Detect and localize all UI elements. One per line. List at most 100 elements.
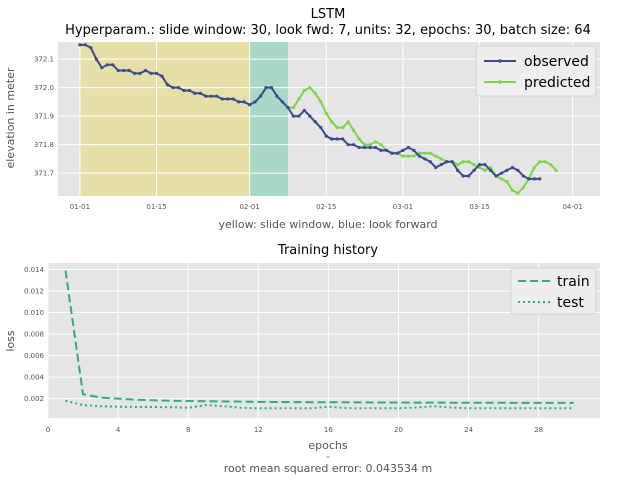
chart1-plot: 01-01 01-15 02-01 02-15 03-01 03-15 04-01 371.7… [34, 42, 600, 211]
chart1-point-observed [357, 145, 361, 150]
chart1-subtitle: Hyperparam.: slide window: 30, look fwd:… [65, 23, 591, 38]
chart2-title: Training history [277, 243, 378, 258]
chart1-point-observed [127, 68, 131, 73]
chart1-point-observed [516, 168, 520, 172]
chart1-point-observed [450, 160, 454, 164]
chart1-point-observed [527, 177, 531, 181]
chart2-ytick-label: 0.008 [24, 331, 44, 339]
chart2-ytick-label: 0.014 [24, 266, 45, 274]
chart1-point-predicted [319, 100, 323, 104]
chart1-point-observed [434, 165, 438, 170]
chart1-point-predicted [549, 163, 553, 167]
chart2-xtick-label: 0 [46, 426, 50, 434]
chart1-point-predicted [335, 125, 339, 130]
chart1-point-observed [248, 103, 252, 107]
chart1-point-observed [302, 108, 306, 113]
chart1-point-observed [406, 145, 410, 150]
chart1-point-observed [428, 160, 432, 164]
chart1-xtick-label: 03-01 [393, 203, 413, 211]
chart1-point-observed [149, 71, 153, 75]
chart1-ytick-label: 372.0 [34, 84, 54, 92]
chart1-point-observed [89, 46, 93, 50]
chart1-point-observed [461, 174, 465, 178]
chart1-point-observed [105, 63, 109, 67]
chart2-ylabel: loss [4, 330, 17, 352]
chart1-point-predicted [341, 125, 345, 130]
chart1-point-observed [176, 86, 181, 90]
chart1-point-observed [319, 125, 323, 130]
chart1-point-observed [417, 154, 421, 158]
chart1-point-observed [472, 168, 476, 172]
chart1-point-predicted [308, 86, 312, 90]
chart1-point-predicted [467, 160, 471, 164]
chart2-ytick-label: 0.004 [24, 374, 45, 382]
chart1-point-observed [384, 148, 389, 152]
chart1-point-predicted [368, 143, 372, 147]
chart1-point-predicted [428, 151, 432, 155]
chart1-point-predicted [543, 160, 547, 164]
chart1-point-observed [352, 143, 356, 147]
chart2-footer-rmse: root mean squared error: 0.043534 m [224, 462, 433, 475]
chart2-xlabel: epochs [308, 439, 347, 452]
chart1-point-observed [143, 68, 148, 73]
chart1-point-predicted [456, 163, 460, 167]
chart1-point-observed [510, 165, 515, 170]
chart1-point-observed [313, 120, 317, 124]
chart2-xtick-label: 16 [324, 426, 333, 434]
chart2-xtick-label: 28 [534, 426, 543, 434]
chart1-point-observed [538, 177, 542, 181]
chart1-point-observed [341, 137, 345, 141]
chart1-point-observed [324, 134, 328, 138]
chart1-point-predicted [346, 120, 350, 124]
chart2-series-test [65, 399, 574, 410]
chart1-point-observed [335, 137, 339, 141]
chart1-point-observed [373, 145, 378, 150]
chart1-point-observed [253, 100, 257, 104]
chart1-ytick-label: 372.1 [34, 56, 54, 64]
chart1-point-observed [401, 148, 405, 152]
chart2-ytick-label: 0.010 [24, 309, 44, 317]
chart1-point-observed [264, 86, 268, 90]
chart2-ytick-label: 0.012 [24, 287, 44, 295]
chart1-point-predicted [291, 105, 296, 110]
chart1-point-observed [269, 86, 274, 90]
chart1-point-observed [439, 163, 443, 167]
chart1-point-observed [379, 148, 383, 152]
chart1-point-predicted [373, 140, 378, 144]
chart1-point-predicted [401, 154, 405, 158]
chart1-point-predicted [505, 180, 509, 184]
chart1-point-observed [494, 174, 498, 178]
chart1-point-predicted [297, 97, 301, 101]
chart2-background [48, 263, 600, 418]
chart2-series-train [64, 270, 574, 404]
chart1-point-observed [242, 100, 246, 104]
chart1-point-observed [165, 83, 170, 87]
chart1-xtick-label: 01-15 [146, 203, 166, 211]
chart1-point-observed [116, 68, 120, 73]
chart1-title: LSTM [311, 7, 346, 22]
chart1-point-observed [488, 168, 493, 172]
chart1-point-predicted [379, 143, 383, 147]
chart1-point-predicted [324, 111, 328, 115]
chart1-point-observed [83, 43, 87, 47]
chart1-point-observed [209, 94, 213, 98]
chart1-point-observed [390, 151, 394, 155]
chart1-point-observed [193, 91, 197, 95]
chart1-point-observed [532, 177, 536, 181]
chart1-point-observed [499, 171, 504, 175]
chart1-point-predicted [461, 160, 465, 164]
chart1-xtick-label: 01-01 [70, 203, 90, 211]
chart1-point-predicted [362, 143, 367, 147]
chart1-point-observed [286, 105, 290, 110]
chart1-point-observed [204, 94, 208, 98]
chart1-legend-marker-predicted [498, 80, 502, 84]
chart1-point-observed [423, 157, 427, 161]
chart1-point-observed [477, 163, 482, 167]
chart1-point-predicted [302, 88, 306, 93]
chart1-point-predicted [483, 168, 487, 172]
chart2-xtick-label: 20 [394, 426, 403, 434]
chart1-xtick-label: 04-01 [562, 203, 582, 211]
chart2-footer-dash: - [326, 450, 330, 463]
chart1-point-predicted [330, 120, 334, 124]
chart1-ytick-label: 371.7 [34, 170, 54, 178]
